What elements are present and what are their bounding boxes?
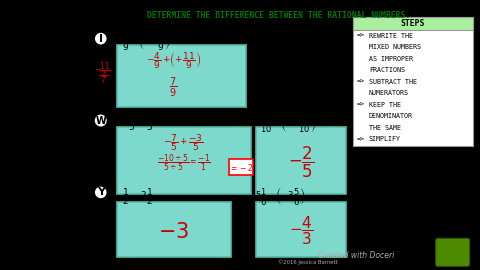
Text: $-5\dfrac{1}{6}-\!\left(-3\dfrac{5}{6}\right)$: $-5\dfrac{1}{6}-\!\left(-3\dfrac{5}{6}\r… xyxy=(248,186,306,208)
Text: =>: => xyxy=(357,136,365,142)
FancyBboxPatch shape xyxy=(229,160,253,176)
FancyBboxPatch shape xyxy=(117,202,231,257)
Text: REWRITE THE: REWRITE THE xyxy=(369,33,413,39)
FancyBboxPatch shape xyxy=(353,17,473,147)
Text: DENOMINATOR: DENOMINATOR xyxy=(369,113,413,119)
Text: $-\dfrac{7}{5}+\dfrac{-3}{5}$: $-\dfrac{7}{5}+\dfrac{-3}{5}$ xyxy=(163,132,204,153)
FancyBboxPatch shape xyxy=(256,127,346,194)
Text: SIMPLIFY: SIMPLIFY xyxy=(369,136,401,142)
Text: =>: => xyxy=(357,79,365,85)
Text: $-1\dfrac{2}{5}-\dfrac{3}{5}$: $-1\dfrac{2}{5}-\dfrac{3}{5}$ xyxy=(115,113,154,133)
FancyBboxPatch shape xyxy=(436,238,469,266)
Text: KEEP THE: KEEP THE xyxy=(369,102,401,107)
Text: $-2\dfrac{1}{10}-\!\left(-1\dfrac{7}{10}\right)$: $-2\dfrac{1}{10}-\!\left(-1\dfrac{7}{10}… xyxy=(248,113,316,134)
Text: $-\dfrac{1}{2}-2\dfrac{1}{2}$: $-\dfrac{1}{2}-2\dfrac{1}{2}$ xyxy=(115,186,154,207)
Text: $-3$: $-3$ xyxy=(158,222,189,242)
Text: NUMERATORS: NUMERATORS xyxy=(369,90,409,96)
Text: $-\dfrac{2}{5}$: $-\dfrac{2}{5}$ xyxy=(288,145,314,180)
Text: FRACTIONS: FRACTIONS xyxy=(369,67,405,73)
Text: ©2016 Jessica Barnett: ©2016 Jessica Barnett xyxy=(278,260,338,265)
Text: DETERMINE THE DIFFERENCE BETWEEN THE RATIONAL NUMBERS.: DETERMINE THE DIFFERENCE BETWEEN THE RAT… xyxy=(146,11,410,20)
Text: SUBTRACT THE: SUBTRACT THE xyxy=(369,79,417,85)
Text: Y: Y xyxy=(97,187,105,197)
Text: Created with Doceri: Created with Doceri xyxy=(318,251,395,260)
Text: $-\dfrac{4}{9}+\!\left(+\dfrac{11}{9}\right)$: $-\dfrac{4}{9}+\!\left(+\dfrac{11}{9}\ri… xyxy=(146,50,201,71)
FancyBboxPatch shape xyxy=(256,202,346,257)
Text: $-\dfrac{4}{9}-\!\left(-1\dfrac{2}{9}\right)$: $-\dfrac{4}{9}-\!\left(-1\dfrac{2}{9}\ri… xyxy=(115,33,170,53)
Text: $\dfrac{7}{9}$: $\dfrac{7}{9}$ xyxy=(169,76,178,99)
FancyBboxPatch shape xyxy=(117,45,246,107)
FancyBboxPatch shape xyxy=(117,127,252,194)
Text: THE SAME: THE SAME xyxy=(369,124,401,130)
Text: MIXED NUMBERS: MIXED NUMBERS xyxy=(369,44,421,50)
Text: $-\!\dfrac{11}{4}$: $-\!\dfrac{11}{4}$ xyxy=(94,60,110,81)
Text: $-\dfrac{4}{3}$: $-\dfrac{4}{3}$ xyxy=(289,214,313,247)
Text: STEPS: STEPS xyxy=(401,19,425,28)
Text: $\overline{\;7\;}$: $\overline{\;7\;}$ xyxy=(98,75,109,87)
Text: W: W xyxy=(96,116,106,126)
Text: AS IMPROPER: AS IMPROPER xyxy=(369,56,413,62)
Text: $\dfrac{-10\div5}{5\div5}=\dfrac{-1}{1}$: $\dfrac{-10\div5}{5\div5}=\dfrac{-1}{1}$ xyxy=(156,152,210,173)
Text: I: I xyxy=(99,34,103,44)
Text: $=-2$: $=-2$ xyxy=(229,162,254,173)
FancyBboxPatch shape xyxy=(353,17,473,30)
Text: =>: => xyxy=(357,33,365,39)
Text: =>: => xyxy=(357,102,365,107)
